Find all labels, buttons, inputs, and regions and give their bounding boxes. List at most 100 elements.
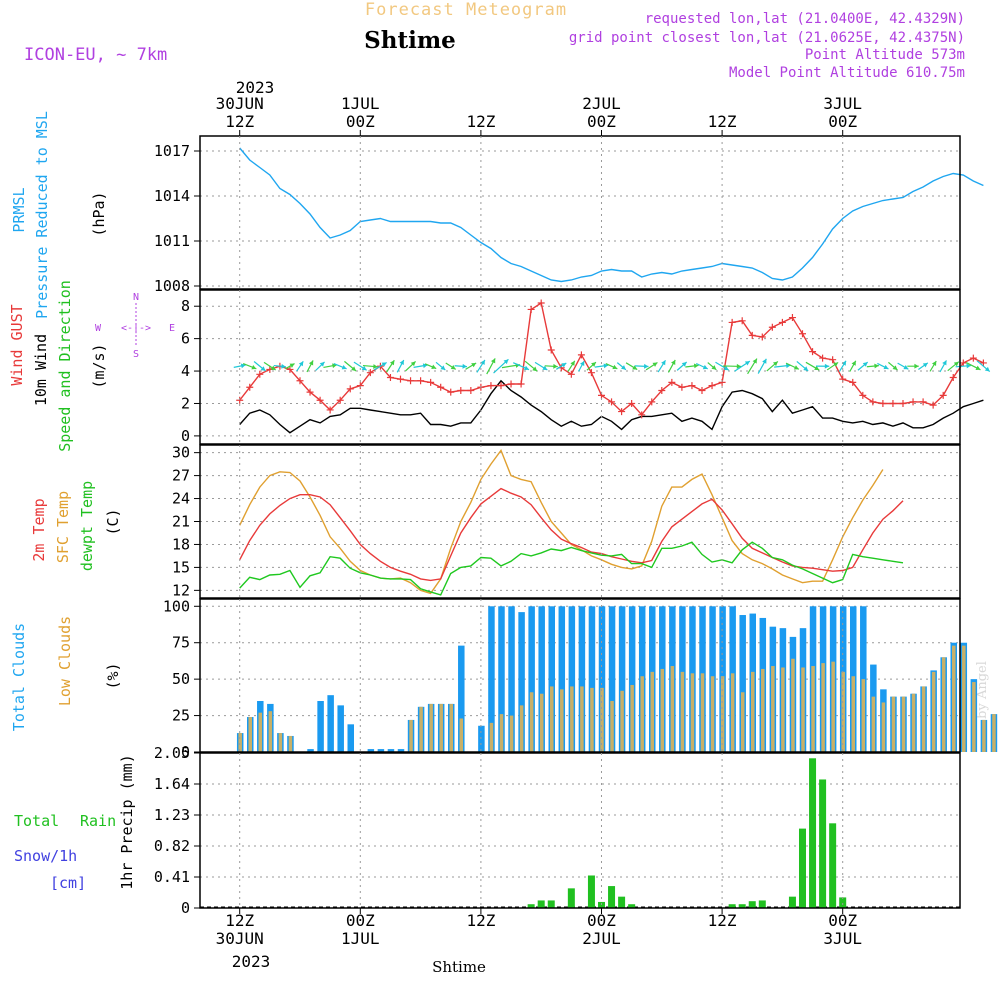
temperature-panel: 2m Temp SFC Temp dewpt Temp (C) 12 15 18 21… [30,444,960,599]
wind-panel: Wind GUST 10m Wind Speed and Direction (… [8,280,991,452]
wind-direction-arrowhead [814,365,820,371]
wind-gust-marker [567,370,575,378]
y-tick-label: 0 [181,743,190,761]
wind-direction-arrowhead [671,359,676,365]
wind-gust-marker [326,406,334,414]
low-cloud-bar [630,684,634,752]
wind-direction-arrowhead [351,366,357,371]
low-cloud-bar [901,696,906,752]
wind-gust-marker [246,383,254,391]
wind-direction-arrowhead [603,363,609,369]
low-cloud-bar [610,701,614,752]
wind-gust-marker [236,396,244,404]
clouds-panel: Total Clouds Low Clouds (%) 0 25 50 75 100 [10,597,998,761]
low-cloud-bar [590,687,594,752]
wind-direction-arrowhead [373,364,378,369]
y-tick-label: 50 [172,670,190,688]
wind-gust-marker [437,383,445,391]
rain-bar [527,904,535,908]
y-tick-label: 25 [172,707,190,725]
low-cloud-bar [670,666,675,752]
wind-gust-marker [849,378,857,386]
low-cloud-bar [238,733,242,752]
low-cloud-bar [650,671,654,752]
top-time-label: 12Z [466,112,495,131]
total-cloud-bar [397,749,405,752]
bottom-time-label: 2JUL [582,929,621,948]
total-cloud-bar [317,701,324,752]
wind-gust-marker [919,398,927,406]
y-tick-label: 75 [172,634,190,652]
low-cloud-bar [891,696,896,752]
bottom-time-label: 30JUN [216,929,264,948]
low-cloud-bar [519,705,524,752]
low-cloud-bar [570,686,574,752]
wind-direction-arrowhead [580,361,585,367]
total-cloud-bar [498,606,505,752]
wind-gust-marker [809,348,817,356]
bottom-time-label: 00Z [346,911,375,930]
low-cloud-bar [248,717,252,752]
wind-direction-arrowhead [620,365,626,370]
pressure-series [239,147,984,283]
temperature-series [239,448,904,596]
top-time-label: 30JUN [216,94,264,113]
pressure-line [239,147,984,283]
total-cloud-bar [337,705,344,752]
wind-gust-marker [527,305,535,313]
footer-station: Shtime [432,958,486,976]
low-cloud-bar [278,733,283,752]
low-cloud-bar [640,676,644,752]
wind-direction-arrowhead [851,360,856,366]
compass-north: N [133,292,139,303]
wind-gust-marker [608,398,616,406]
y-tick-label: 21 [172,513,190,531]
wind-direction-arrowhead [752,358,757,364]
low-cloud-bar [620,690,624,752]
panel-frame-wind [199,289,961,445]
low-cloud-bar [992,714,996,752]
wind-gust-marker [417,377,425,385]
wind-gust-marker [286,365,294,373]
top-time-label: 12Z [708,112,737,131]
y-tick-label: 18 [172,535,190,553]
wind-gust-marker [547,346,555,354]
precip-unit: 1hr Precip (mm) [118,754,136,889]
precip-label-total: Total [14,812,59,830]
low-cloud-bar [931,671,936,752]
wind-gust-marker [889,399,897,407]
wind-gust-marker [366,369,374,377]
top-time-label: 00Z [587,112,616,131]
low-cloud-bar [429,703,433,752]
y-tick-label: 8 [181,297,190,315]
low-cloud-bar [761,668,765,752]
wind-direction-arrowhead [966,363,971,369]
low-cloud-bar [660,668,665,752]
total-cloud-bar [568,606,576,752]
rain-bar [758,900,766,908]
total-cloud-bar [558,606,566,752]
temp-dewpt-line [239,541,904,596]
wind-direction-arrowhead [931,361,937,366]
wind-direction-arrowhead [612,364,618,370]
y-tick-label: 100 [163,597,190,615]
compass-east: E [169,323,175,334]
wind-direction-arrowhead [389,360,395,366]
wind-direction-arrowhead [410,361,416,367]
y-tick-label: 1.64 [154,775,190,793]
total-cloud-bar [508,606,515,752]
low-cloud-bar [861,679,866,752]
y-tick-label: 2 [181,394,190,412]
wind-gust-marker [758,333,766,341]
total-cloud-bar [860,606,867,752]
precip-panel: Total Rain Snow/1h [cm] 1hr Precip (mm) … [14,744,960,917]
wind-series [233,299,991,434]
total-cloud-bar [588,606,596,752]
wind-direction-arrowhead [762,358,767,364]
y-tick-label: 0 [181,899,190,917]
low-cloud-bar [831,661,835,752]
model-altitude: Model Point Altitude 610.75m [729,65,965,81]
wind-gust-marker [899,399,907,407]
wind-gust-marker [537,299,545,307]
